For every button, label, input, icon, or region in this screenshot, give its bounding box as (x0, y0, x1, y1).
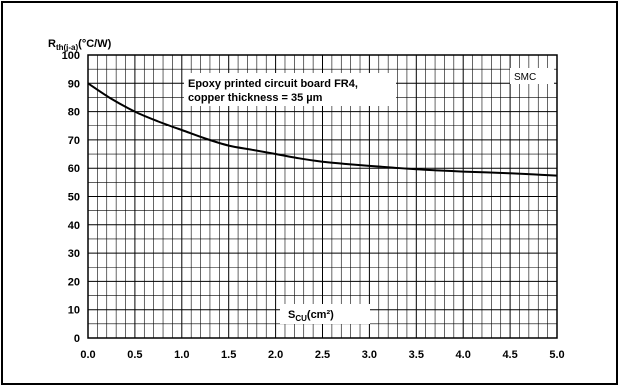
x-tick-label: 4.0 (456, 349, 471, 361)
tag-box (510, 68, 554, 84)
x-tick-label: 3.0 (362, 349, 377, 361)
x-tick-label: 2.5 (315, 349, 330, 361)
y-tick-label: 70 (68, 135, 80, 147)
tag-label: SMC (514, 72, 536, 83)
y-tick-label: 90 (68, 78, 80, 90)
y-tick-label: 30 (68, 248, 80, 260)
y-tick-label: 60 (68, 163, 80, 175)
y-tick-label: 0 (74, 333, 80, 345)
x-tick-label: 0.0 (80, 349, 95, 361)
x-tick-label: 1.5 (221, 349, 236, 361)
y-axis-label: Rth(j-a)(°C/W) (48, 38, 112, 52)
annotation-box (184, 73, 396, 106)
x-axis-label: SCU(cm²) (288, 309, 334, 323)
annotation-line-2: copper thickness = 35 µm (188, 92, 323, 104)
annotation-line-1: Epoxy printed circuit board FR4, (188, 78, 358, 90)
y-tick-label: 40 (68, 220, 80, 232)
x-tick-label: 1.0 (174, 349, 189, 361)
x-tick-label: 3.5 (409, 349, 424, 361)
x-tick-label: 2.0 (268, 349, 283, 361)
y-tick-label: 10 (68, 305, 80, 317)
y-tick-labels: 0 10 20 30 40 50 60 70 80 90 100 (62, 50, 80, 345)
x-axis-label-box (280, 304, 370, 324)
x-tick-labels: 0.0 0.5 1.0 1.5 2.0 2.5 3.0 3.5 4.0 4.5 5.0 (80, 349, 564, 361)
y-tick-label: 20 (68, 276, 80, 288)
plot-border (87, 54, 558, 339)
x-tick-label: 0.5 (127, 349, 142, 361)
y-tick-label: 80 (68, 107, 80, 119)
x-tick-label: 5.0 (549, 349, 564, 361)
y-tick-label: 50 (68, 192, 80, 204)
y-tick-label: 100 (62, 50, 80, 62)
series-curve (87, 82, 558, 177)
x-tick-label: 4.5 (502, 349, 517, 361)
